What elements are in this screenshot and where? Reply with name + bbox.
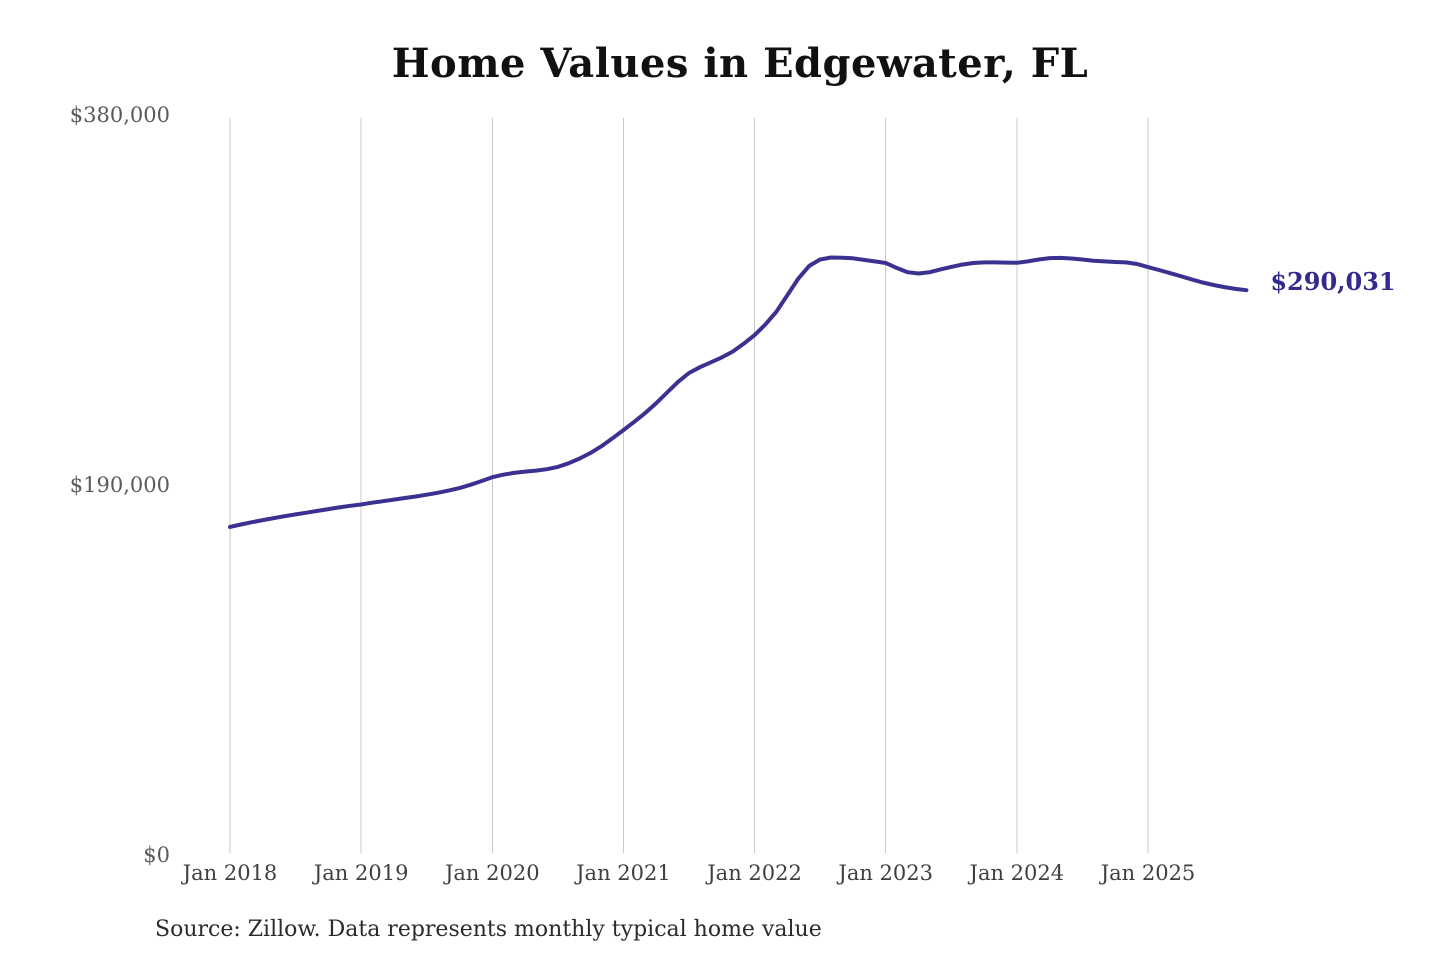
y-tick-label: $190,000 [69, 473, 170, 497]
home-value-line [228, 255, 1249, 529]
x-tick-label: Jan 2018 [182, 861, 278, 885]
current-value-label: $290,031 [1270, 267, 1396, 297]
x-tick-label: Jan 2022 [707, 861, 802, 885]
x-tick-label: Jan 2025 [1100, 861, 1196, 885]
x-tick-label: Jan 2021 [576, 861, 671, 885]
x-tick-label: Jan 2020 [444, 861, 540, 885]
x-tick-label: Jan 2024 [969, 861, 1065, 885]
x-tick-label: Jan 2019 [313, 861, 409, 885]
source-note: Source: Zillow. Data represents monthly … [155, 917, 822, 942]
chart-title: Home Values in Edgewater, FL [391, 40, 1089, 87]
y-tick-label: $380,000 [69, 103, 170, 127]
y-tick-label: $0 [143, 843, 170, 867]
x-tick-label: Jan 2023 [838, 861, 933, 885]
